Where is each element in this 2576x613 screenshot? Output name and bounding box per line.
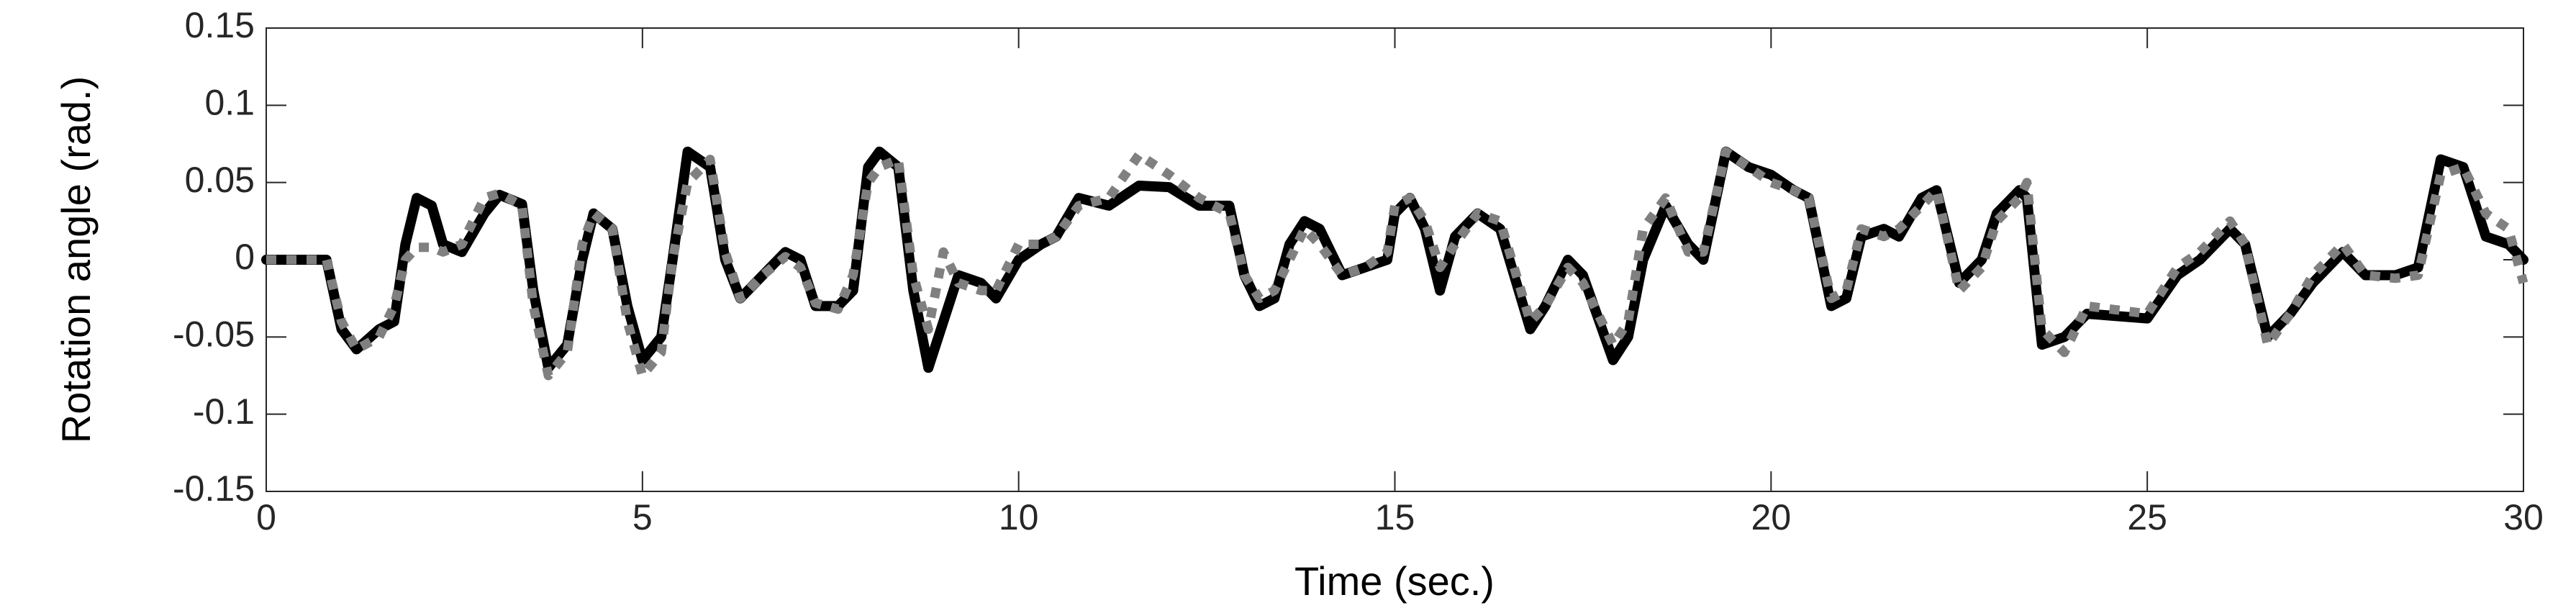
x-tick-label: 0 <box>256 497 276 537</box>
y-tick-label: 0.15 <box>185 5 255 45</box>
x-tick-label: 10 <box>999 497 1039 537</box>
y-tick-label: -0.1 <box>193 391 255 432</box>
plot-frame <box>266 27 2524 492</box>
x-axis-label: Time (sec.) <box>1294 558 1495 604</box>
y-tick-label: 0.1 <box>204 83 255 123</box>
x-tick-label: 25 <box>2127 497 2167 537</box>
x-tick-label: 30 <box>2503 497 2544 537</box>
x-tick-label: 5 <box>632 497 653 537</box>
y-axis-label: Rotation angle (rad.) <box>53 76 99 444</box>
y-tick-label: 0 <box>235 237 255 277</box>
y-tick-label: 0.05 <box>185 160 255 200</box>
x-tick-label: 15 <box>1375 497 1415 537</box>
y-tick-label: -0.05 <box>173 314 255 355</box>
series-line <box>266 147 2529 381</box>
y-tick-label: -0.15 <box>173 468 255 509</box>
x-tick-label: 20 <box>1751 497 1792 537</box>
